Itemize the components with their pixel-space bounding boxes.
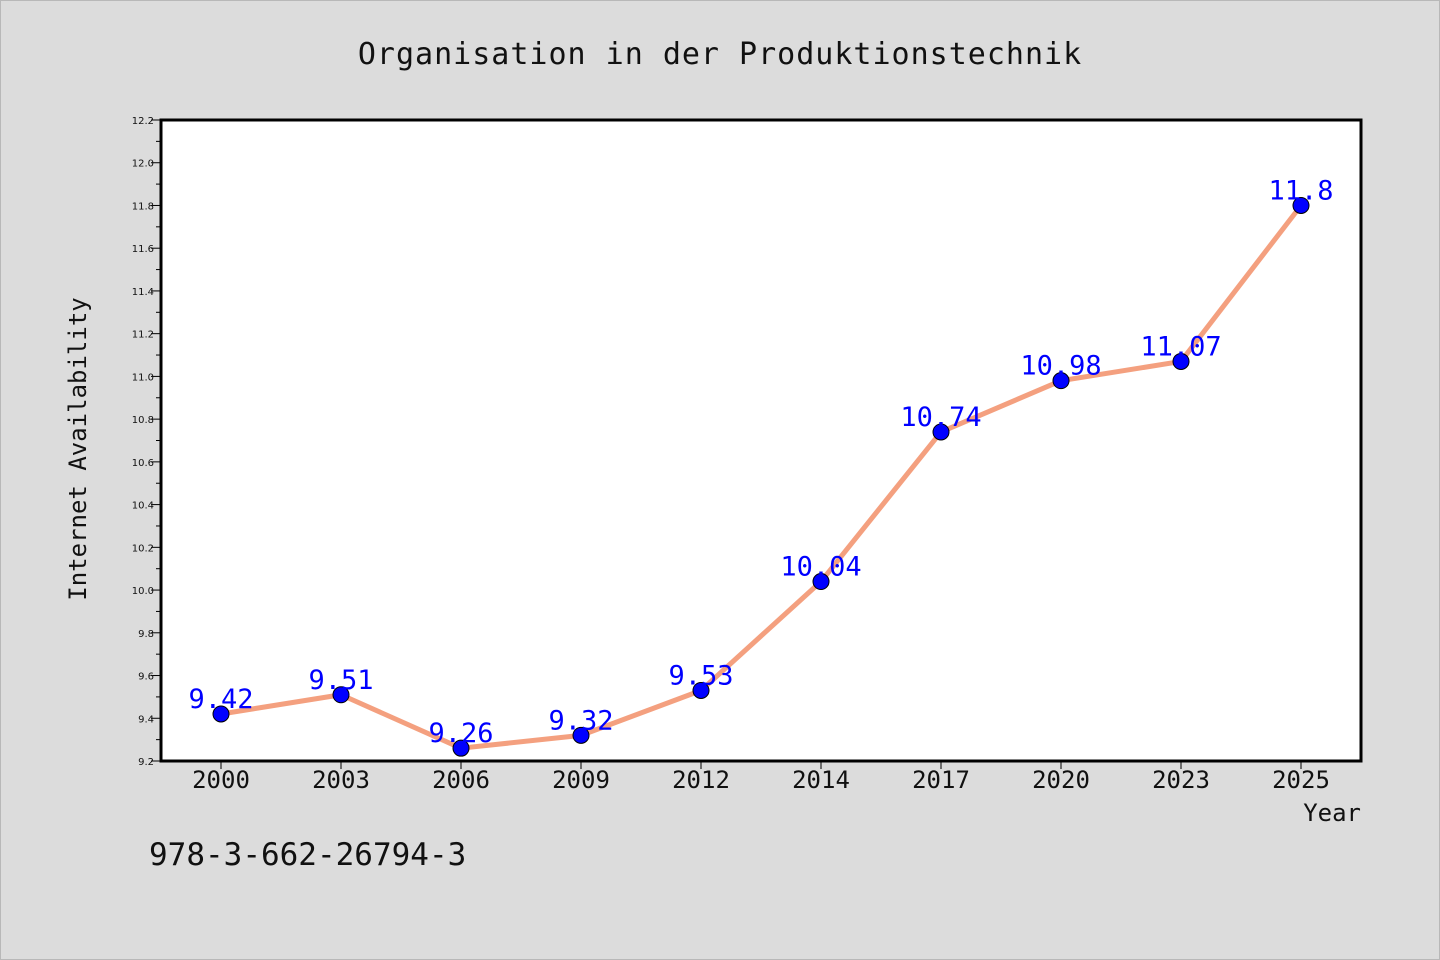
y-tick-label: 10.2: [132, 543, 154, 554]
chart-title: Organisation in der Produktionstechnik: [358, 37, 1082, 72]
series-line: [218, 202, 1304, 751]
y-tick-label: 11.0: [132, 372, 154, 383]
y-tick-label: 9.6: [138, 672, 154, 683]
data-point-marker: [932, 423, 950, 441]
data-label: 10.04: [780, 552, 861, 583]
x-tick-label: 2025: [1272, 766, 1330, 794]
plot-area: [159, 118, 1363, 763]
data-label: 9.53: [668, 660, 733, 691]
data-point-marker: [1292, 196, 1310, 214]
y-tick-label: 10.6: [132, 458, 154, 469]
data-label: 11.07: [1140, 331, 1221, 362]
y-tick-label: 10.0: [132, 586, 154, 597]
x-tick-label: 2014: [792, 766, 850, 794]
data-label: 11.8: [1268, 175, 1333, 206]
x-tick-label: 2020: [1032, 766, 1090, 794]
y-tick-label: 10.4: [132, 501, 154, 512]
x-tick-label: 2006: [432, 766, 490, 794]
series-line-group: [212, 196, 1310, 757]
y-tick-label: 9.8: [138, 629, 154, 640]
x-axis-label: Year: [1303, 799, 1361, 827]
data-label: 9.26: [428, 718, 493, 749]
data-label: 10.98: [1020, 351, 1101, 382]
x-tick-label: 2017: [912, 766, 970, 794]
y-tick-label: 9.2: [138, 757, 154, 768]
x-tick-label: 2009: [552, 766, 610, 794]
y-tick-label: 11.2: [132, 330, 154, 341]
isbn-annotation: 978-3-662-26794-3: [149, 837, 466, 873]
y-tick-label: 10.8: [132, 415, 154, 426]
data-label: 9.51: [308, 665, 373, 696]
y-axis-label: Internet Availability: [64, 297, 92, 600]
x-axis: 2000 2003 2006 2009 2012 2014 2017 2020 2023 2025: [192, 761, 1330, 794]
data-label: 9.32: [548, 705, 613, 736]
y-tick-label: 9.4: [138, 714, 154, 725]
data-label-group: 9.42 9.51 9.26 9.32 9.53 10.04 10.74 10.98 11.07…: [188, 175, 1333, 749]
y-axis: 9.2 9.4 9.6 9.8 10.0 10.2 10.4 10.6 10.8 11.0 11.2…: [132, 116, 161, 768]
y-tick-label: 12.0: [132, 159, 154, 170]
data-point-marker: [452, 739, 470, 757]
x-tick-label: 2023: [1152, 766, 1210, 794]
x-tick-label: 2012: [672, 766, 730, 794]
data-point-marker: [1172, 352, 1190, 370]
data-label: 9.42: [188, 684, 253, 715]
y-tick-label: 11.8: [132, 201, 154, 212]
data-point-marker: [212, 705, 230, 723]
data-point-marker: [812, 573, 830, 591]
data-point-marker: [692, 681, 710, 699]
y-tick-label: 11.6: [132, 244, 154, 255]
data-point-marker: [572, 726, 590, 744]
y-tick-label: 11.4: [132, 287, 154, 298]
y-tick-label: 12.2: [132, 116, 154, 127]
data-point-marker: [332, 686, 350, 704]
data-label: 10.74: [900, 402, 981, 433]
x-tick-label: 2000: [192, 766, 250, 794]
data-point-marker: [1052, 372, 1070, 390]
x-tick-label: 2003: [312, 766, 370, 794]
